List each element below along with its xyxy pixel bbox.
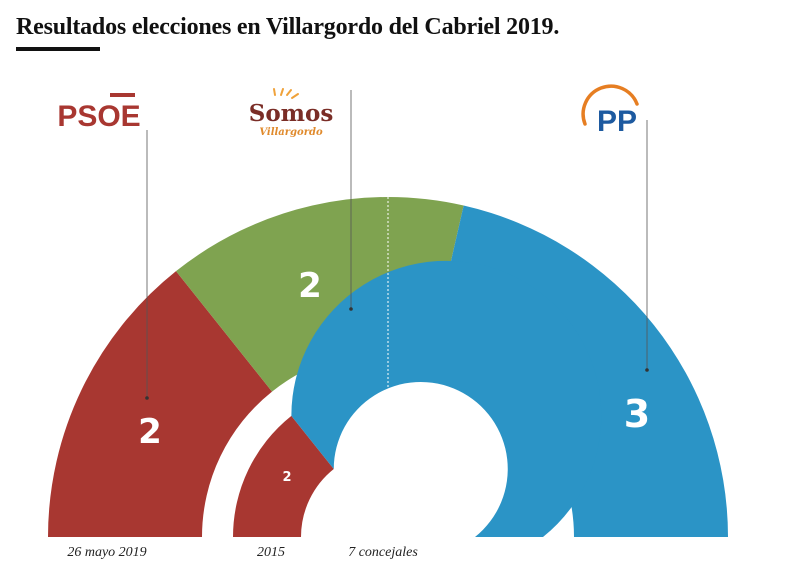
pp-logo: PP bbox=[581, 84, 639, 138]
title-underline bbox=[16, 47, 100, 51]
total-seats-note: 7 concejales bbox=[348, 545, 418, 560]
chart-title: Resultados elecciones en Villargordo del… bbox=[16, 14, 560, 40]
pp-logo-text: PP bbox=[597, 105, 637, 138]
psoe-logo-text: PSOE bbox=[57, 100, 140, 133]
seat-label-2019-pp: 3 bbox=[624, 392, 650, 436]
seat-label-2015-pp: 5 bbox=[475, 455, 484, 470]
somos-villargordo-logo: Somos Villargordo bbox=[249, 88, 334, 138]
seat-segment-2015-psoe bbox=[233, 415, 334, 537]
seat-segment-2015-pp bbox=[291, 260, 602, 537]
leader-dot-somos bbox=[349, 307, 353, 311]
pp-logo-arc bbox=[581, 84, 639, 126]
leader-dot-pp bbox=[645, 368, 649, 372]
seat-label-2015-psoe: 2 bbox=[282, 470, 291, 485]
leader-dot-psoe bbox=[145, 396, 149, 400]
somos-logo-text: Somos bbox=[249, 100, 334, 127]
somos-logo-subtext: Villargordo bbox=[259, 127, 323, 138]
seat-segment-2019-psoe bbox=[48, 271, 273, 537]
sun-icon bbox=[273, 88, 299, 99]
ring-label-2019: 26 mayo 2019 bbox=[67, 545, 146, 560]
psoe-logo: PSOE bbox=[57, 93, 141, 133]
ring-label-2015: 2015 bbox=[257, 545, 285, 560]
psoe-logo-bar bbox=[110, 93, 135, 97]
seat-label-2019-somos: 2 bbox=[298, 266, 322, 306]
seat-label-2019-psoe: 2 bbox=[138, 412, 162, 452]
